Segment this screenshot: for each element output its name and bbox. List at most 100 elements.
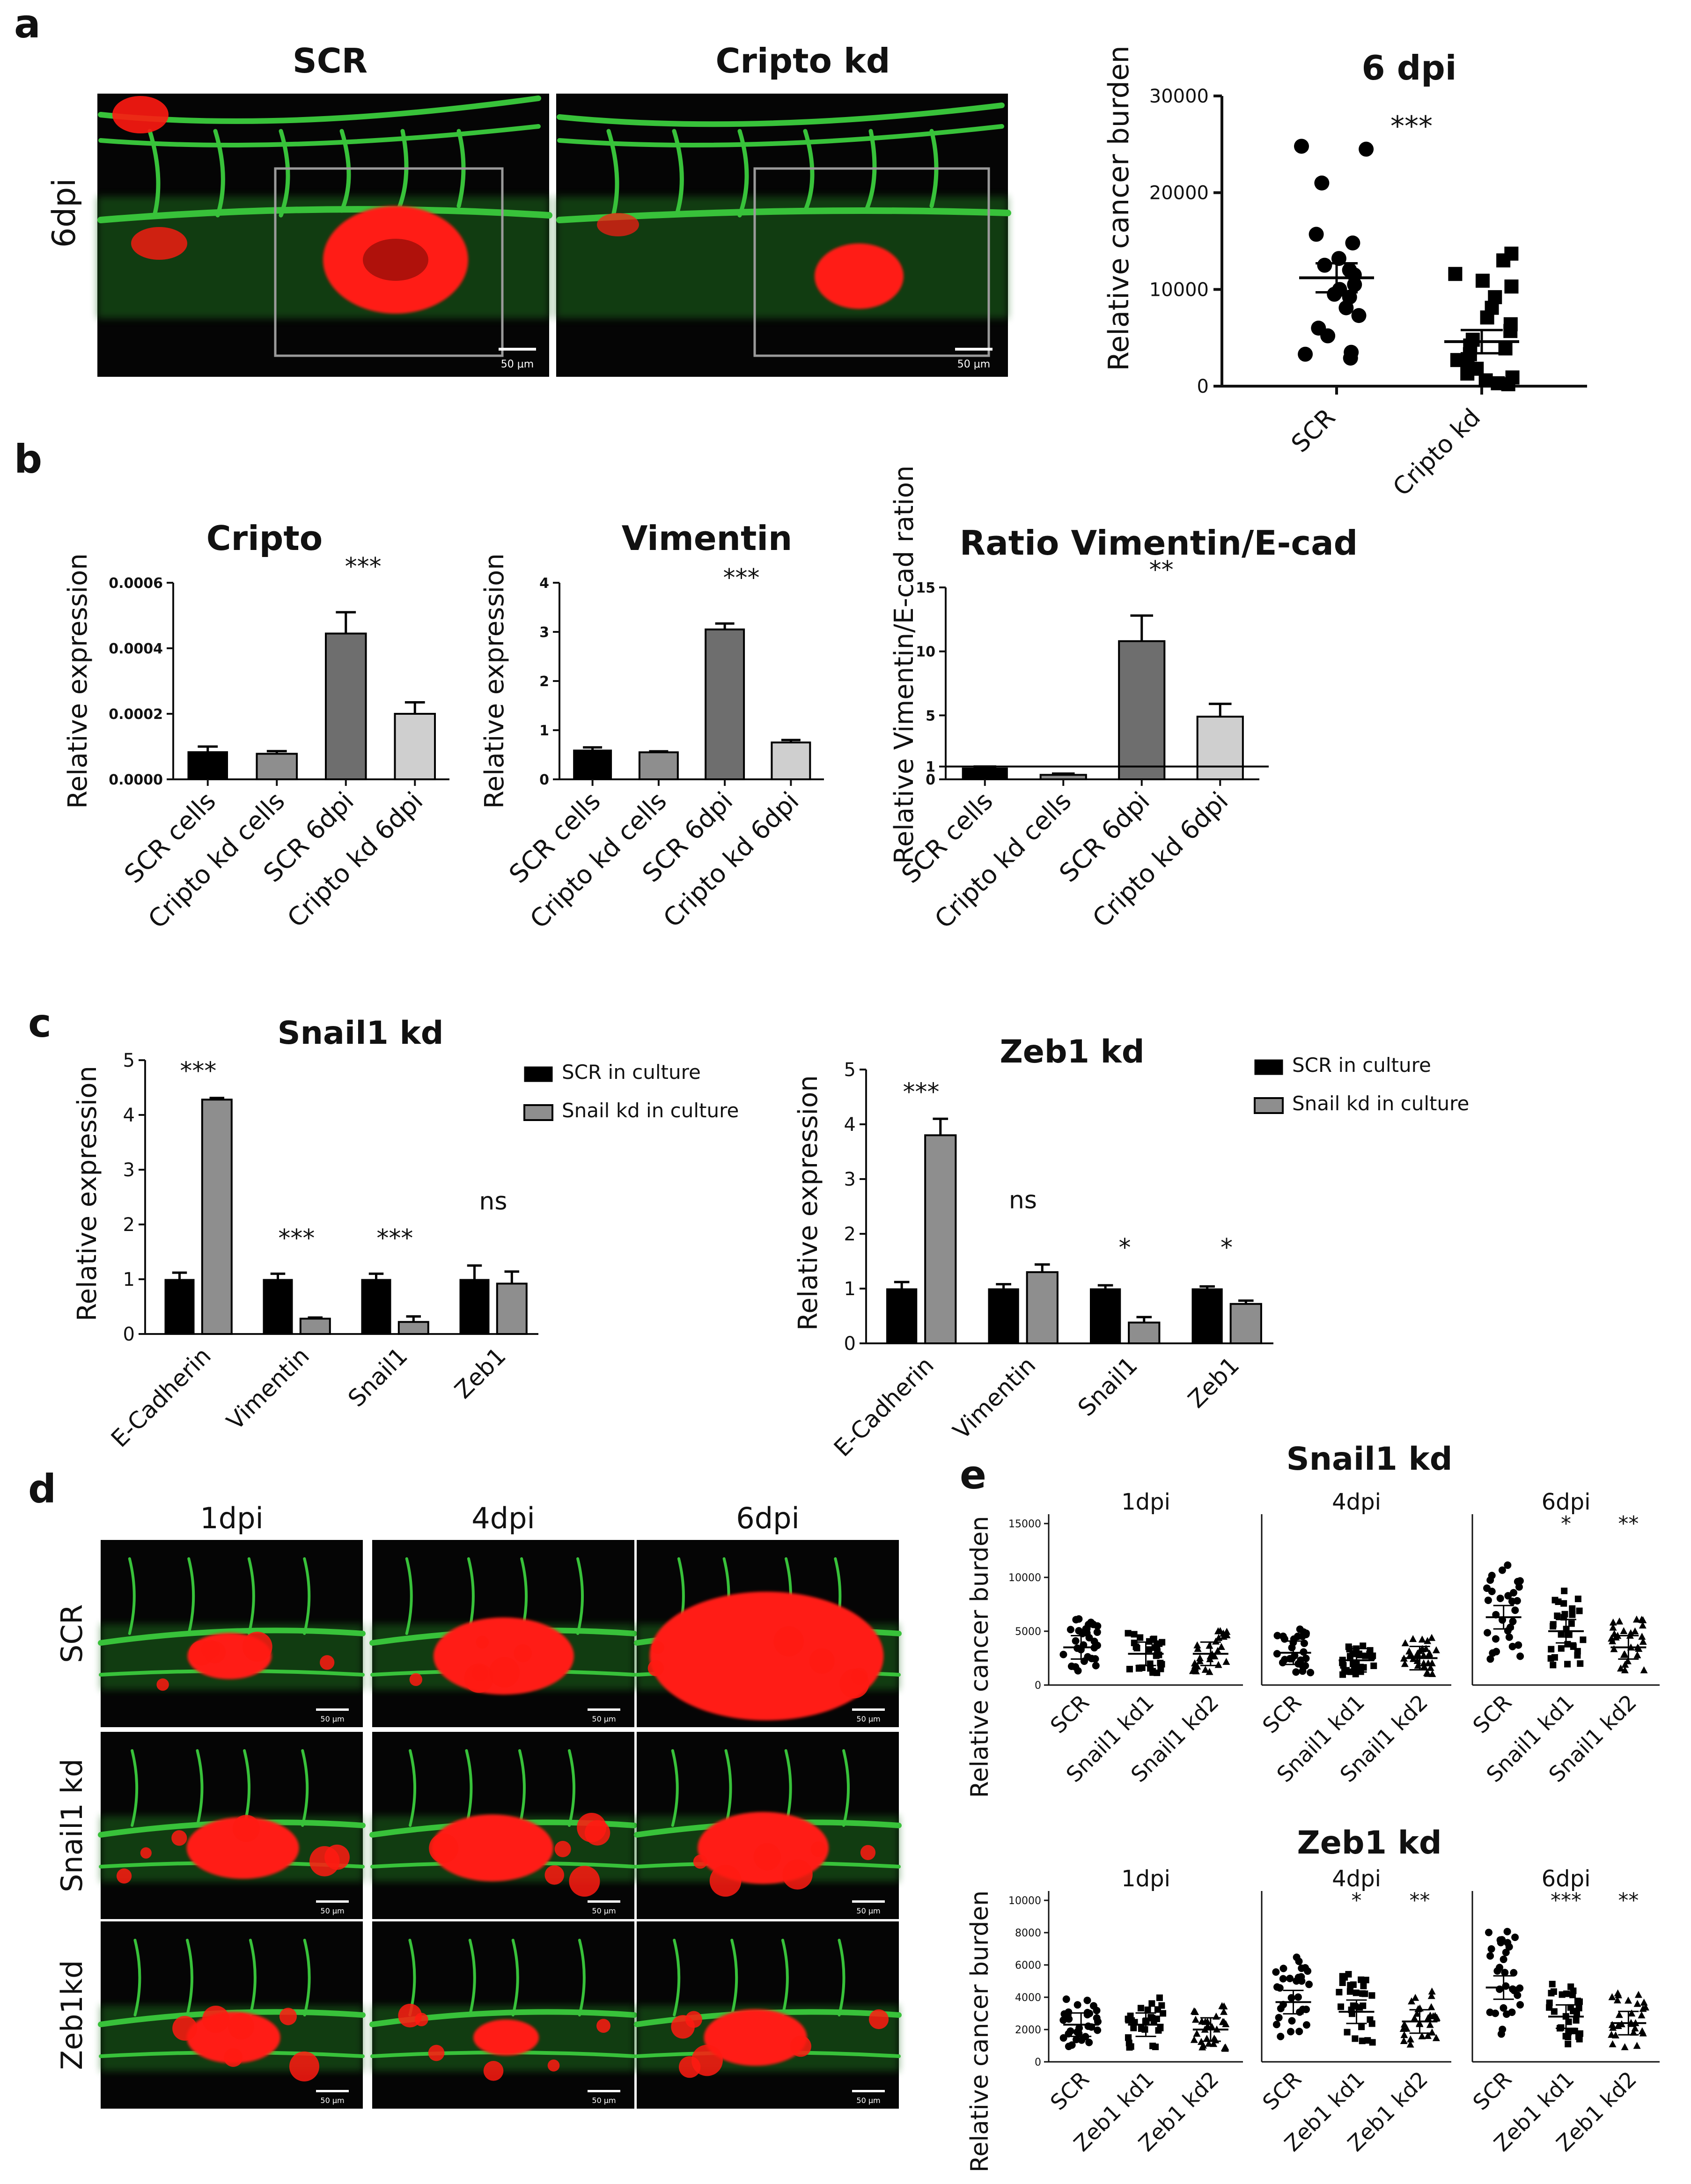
x-tick-label: SCR (1045, 2067, 1094, 2115)
legend-swatch (1254, 1097, 1284, 1114)
y-tick-label: 0 (926, 772, 935, 788)
legend-label: Snail kd in culture (562, 1099, 739, 1122)
data-point (1368, 1992, 1375, 1999)
data-point (1083, 1996, 1091, 2004)
panel-a-images: SCR Cripto kd 6dpi 50 μm (46, 41, 1011, 377)
bar (962, 767, 1008, 780)
data-point (1279, 1964, 1287, 1972)
tumor-cell (685, 2011, 702, 2028)
data-point (1502, 1949, 1510, 1957)
micrograph: 50 μm (634, 1732, 902, 1919)
data-point (1149, 1668, 1156, 1675)
tumor-cell (647, 1660, 664, 1677)
data-point (1428, 2028, 1436, 2036)
data-point (1484, 1596, 1492, 1604)
data-point (1369, 1652, 1376, 1659)
tumor-cell (172, 2015, 198, 2041)
data-point (1317, 257, 1332, 273)
data-point (1347, 1982, 1354, 1989)
tumor-cell (709, 1865, 742, 1897)
x-tick-label: Zeb1 (1183, 1351, 1245, 1413)
data-point (1146, 1646, 1153, 1653)
column-label: 1dpi (200, 1501, 263, 1535)
data-point (1568, 1620, 1575, 1627)
data-point (1480, 310, 1494, 325)
data-point (1130, 2024, 1137, 2031)
y-tick-label: 2 (539, 674, 549, 690)
vessel (730, 1939, 738, 2016)
vessel (518, 1749, 526, 1827)
bar (299, 1318, 331, 1335)
y-tick-label: 0 (1197, 376, 1209, 397)
x-tick-label: SCR (1286, 403, 1341, 458)
data-point (1059, 2016, 1067, 2024)
tumor-cell (429, 1833, 459, 1863)
tumor-cell (476, 1635, 489, 1649)
data-point (1401, 1660, 1409, 1667)
tumor-cell (320, 1655, 335, 1670)
row-label: Snail1 kd (55, 1759, 89, 1892)
scale-bar-label: 50 μm (320, 2096, 344, 2105)
data-point (1359, 2037, 1366, 2045)
data-point (1510, 1969, 1518, 1977)
data-point (1220, 2008, 1228, 2015)
scale-bar-label: 50 μm (592, 1906, 616, 1915)
data-point (1616, 1617, 1624, 1625)
data-point (1574, 1652, 1581, 1659)
data-point (1574, 1997, 1581, 2004)
data-point (1298, 346, 1313, 362)
y-tick-label: 3 (844, 1169, 856, 1190)
y-tick-label: 20000 (1149, 183, 1209, 204)
data-point (1631, 1627, 1639, 1634)
y-tick-label: 0 (539, 772, 549, 788)
bar (397, 1321, 429, 1335)
column-label: 4dpi (471, 1501, 535, 1535)
data-point (1550, 1988, 1557, 1995)
data-point (1191, 2015, 1199, 2023)
data-point (1486, 1655, 1494, 1663)
bar (256, 753, 298, 781)
data-point (1351, 308, 1367, 323)
data-point (1342, 263, 1357, 278)
data-point (1486, 1952, 1494, 1960)
data-point (1400, 2031, 1408, 2038)
significance-marker: *** (180, 1057, 216, 1085)
data-point (1370, 1662, 1377, 1669)
data-point (1273, 1650, 1281, 1658)
data-point (1547, 1655, 1554, 1662)
tumor-mass (431, 1814, 553, 1882)
y-tick-label: 8000 (1015, 1927, 1041, 1939)
micrograph: 50 μm (369, 1540, 637, 1727)
data-point (1608, 2030, 1616, 2038)
bar (1191, 1288, 1223, 1344)
data-point (1632, 1615, 1640, 1623)
grouped-bar-chart-zeb1-kd: Zeb1 kd Relative expression 0 1 2 3 4 5 *** E-Cad… (793, 1033, 1469, 1462)
data-point (1127, 2012, 1134, 2019)
bar (496, 1283, 528, 1335)
tumor-cell (409, 1673, 423, 1686)
column-label: 6dpi (736, 1501, 799, 1535)
data-point (1501, 1969, 1509, 1977)
data-point (1343, 351, 1358, 366)
bar (886, 1288, 918, 1344)
data-point (1496, 1594, 1504, 1602)
data-point (1336, 1989, 1343, 1996)
tumor-cell (156, 1678, 169, 1691)
data-point (1296, 1625, 1304, 1633)
data-point (1403, 2024, 1411, 2032)
tumor-mass (473, 2019, 539, 2056)
tumor-cell (428, 2045, 445, 2061)
tumor-cell (140, 1847, 152, 1859)
chart-6dpi-cancer-burden: 6 dpi Relative cancer burden *** 0 10000 2… (1103, 45, 1587, 502)
data-point (1220, 1633, 1228, 1640)
data-point (1159, 1639, 1166, 1646)
y-axis-label: Relative expression (793, 1075, 823, 1331)
data-point (1160, 2010, 1167, 2017)
data-point (1484, 1629, 1492, 1637)
data-point (1273, 1632, 1281, 1640)
vessel (187, 1557, 195, 1635)
vessel (303, 1557, 311, 1635)
vessel (247, 1557, 255, 1635)
data-point (1189, 1667, 1197, 1674)
data-point (1580, 1636, 1587, 1643)
